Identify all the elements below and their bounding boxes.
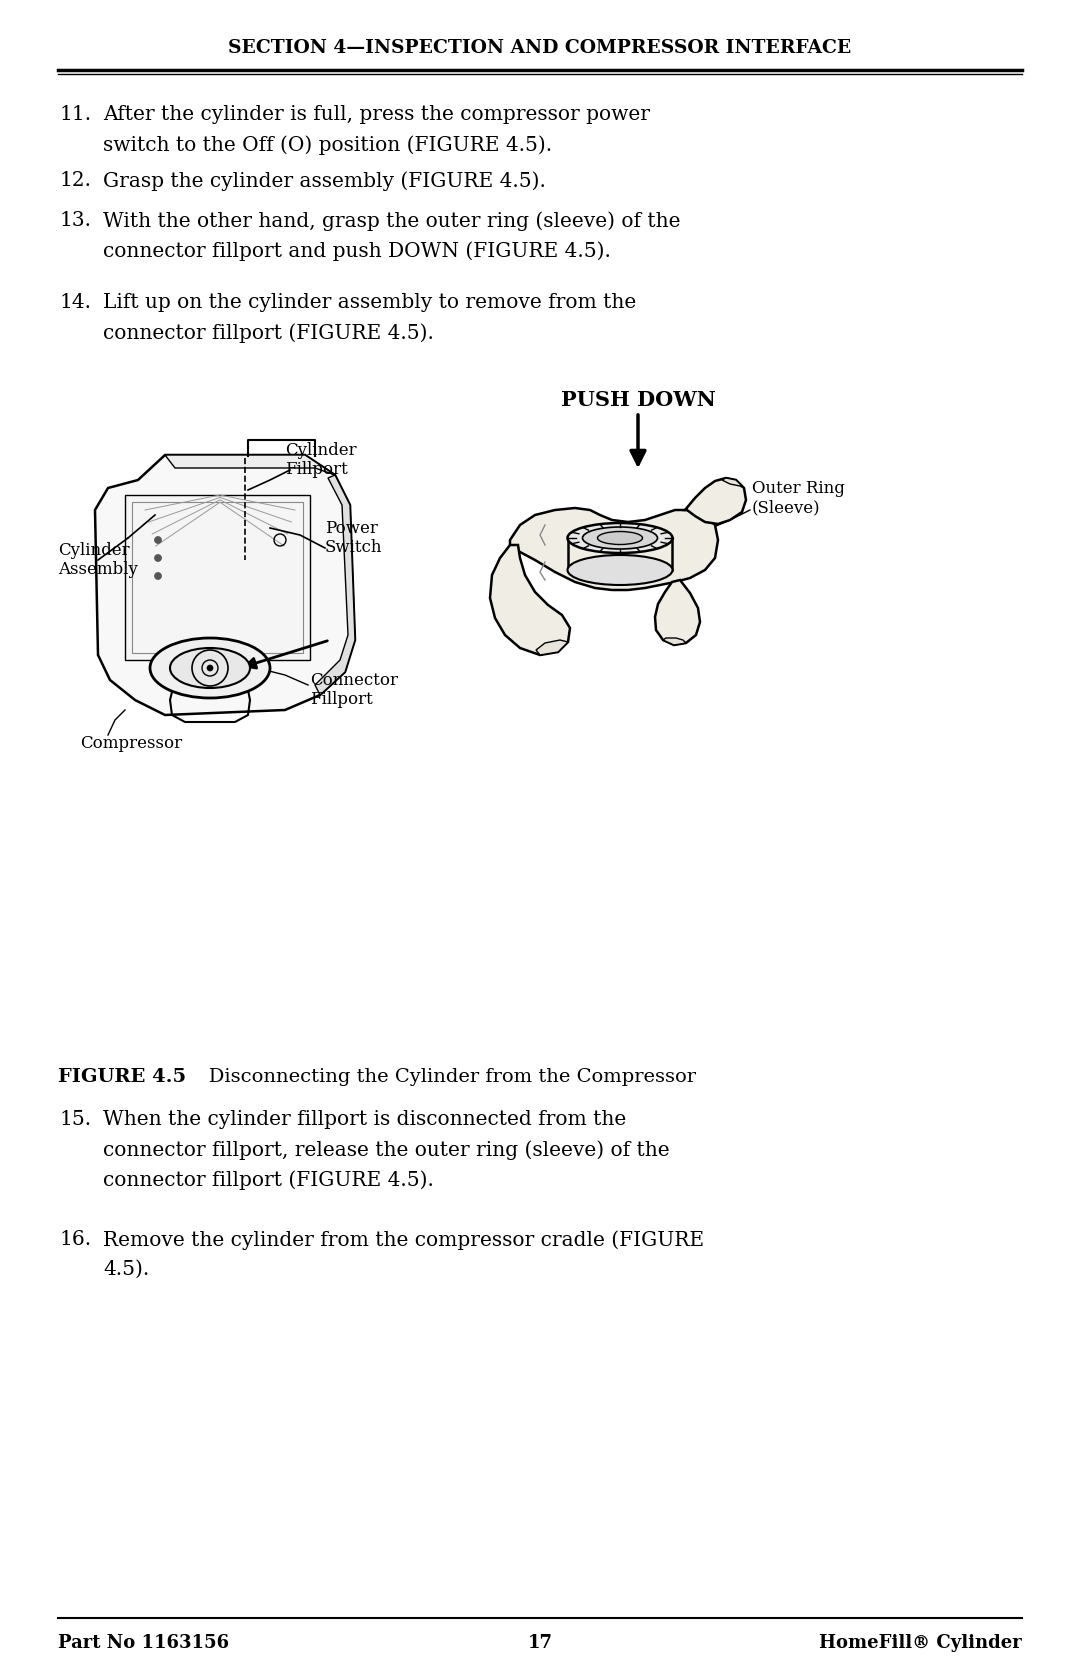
PathPatch shape (315, 476, 355, 694)
PathPatch shape (165, 456, 335, 476)
Text: Cylinder
Assembly: Cylinder Assembly (58, 542, 138, 577)
Text: With the other hand, grasp the outer ring (sleeve) of the: With the other hand, grasp the outer rin… (103, 210, 680, 230)
Ellipse shape (567, 556, 673, 586)
Circle shape (154, 554, 162, 561)
Text: PUSH DOWN: PUSH DOWN (561, 391, 715, 411)
Text: Compressor: Compressor (80, 734, 183, 753)
Circle shape (207, 664, 213, 671)
PathPatch shape (723, 477, 744, 487)
Ellipse shape (597, 531, 643, 544)
Text: Lift up on the cylinder assembly to remove from the: Lift up on the cylinder assembly to remo… (103, 294, 636, 312)
PathPatch shape (685, 477, 746, 524)
Text: Grasp the cylinder assembly (FIGURE 4.5).: Grasp the cylinder assembly (FIGURE 4.5)… (103, 170, 545, 190)
Text: 13.: 13. (60, 210, 92, 230)
Text: Power
Switch: Power Switch (325, 519, 382, 556)
PathPatch shape (654, 581, 700, 644)
Text: Remove the cylinder from the compressor cradle (FIGURE: Remove the cylinder from the compressor … (103, 1230, 704, 1250)
PathPatch shape (510, 507, 718, 591)
Ellipse shape (567, 522, 673, 552)
PathPatch shape (536, 639, 568, 654)
Text: 15.: 15. (60, 1110, 92, 1128)
Text: Cylinder
Fillport: Cylinder Fillport (285, 442, 356, 479)
Ellipse shape (582, 527, 658, 549)
Text: 14.: 14. (60, 294, 92, 312)
Text: connector fillport, release the outer ring (sleeve) of the: connector fillport, release the outer ri… (103, 1140, 670, 1160)
Text: 4.5).: 4.5). (103, 1260, 149, 1278)
Text: 12.: 12. (60, 170, 92, 190)
Text: 17: 17 (527, 1634, 553, 1652)
Ellipse shape (170, 648, 249, 688)
Text: 16.: 16. (60, 1230, 92, 1248)
Text: Connector
Fillport: Connector Fillport (310, 671, 399, 708)
PathPatch shape (95, 456, 355, 714)
Text: connector fillport and push DOWN (FIGURE 4.5).: connector fillport and push DOWN (FIGURE… (103, 240, 611, 260)
Circle shape (154, 572, 162, 579)
Circle shape (154, 536, 162, 544)
Text: When the cylinder fillport is disconnected from the: When the cylinder fillport is disconnect… (103, 1110, 626, 1128)
Text: SECTION 4—INSPECTION AND COMPRESSOR INTERFACE: SECTION 4—INSPECTION AND COMPRESSOR INTE… (228, 38, 852, 57)
Text: After the cylinder is full, press the compressor power: After the cylinder is full, press the co… (103, 105, 650, 124)
Text: FIGURE 4.5: FIGURE 4.5 (58, 1068, 186, 1087)
PathPatch shape (663, 638, 686, 644)
Text: connector fillport (FIGURE 4.5).: connector fillport (FIGURE 4.5). (103, 1170, 434, 1190)
Text: Disconnecting the Cylinder from the Compressor: Disconnecting the Cylinder from the Comp… (190, 1068, 696, 1087)
Text: Outer Ring
(Sleeve): Outer Ring (Sleeve) (752, 479, 845, 516)
Text: 11.: 11. (60, 105, 92, 124)
Text: switch to the Off (O) position (FIGURE 4.5).: switch to the Off (O) position (FIGURE 4… (103, 135, 552, 155)
PathPatch shape (490, 546, 570, 654)
Ellipse shape (150, 638, 270, 698)
Text: connector fillport (FIGURE 4.5).: connector fillport (FIGURE 4.5). (103, 324, 434, 342)
PathPatch shape (125, 496, 310, 659)
Text: Part No 1163156: Part No 1163156 (58, 1634, 229, 1652)
Text: HomeFill® Cylinder: HomeFill® Cylinder (820, 1634, 1022, 1652)
